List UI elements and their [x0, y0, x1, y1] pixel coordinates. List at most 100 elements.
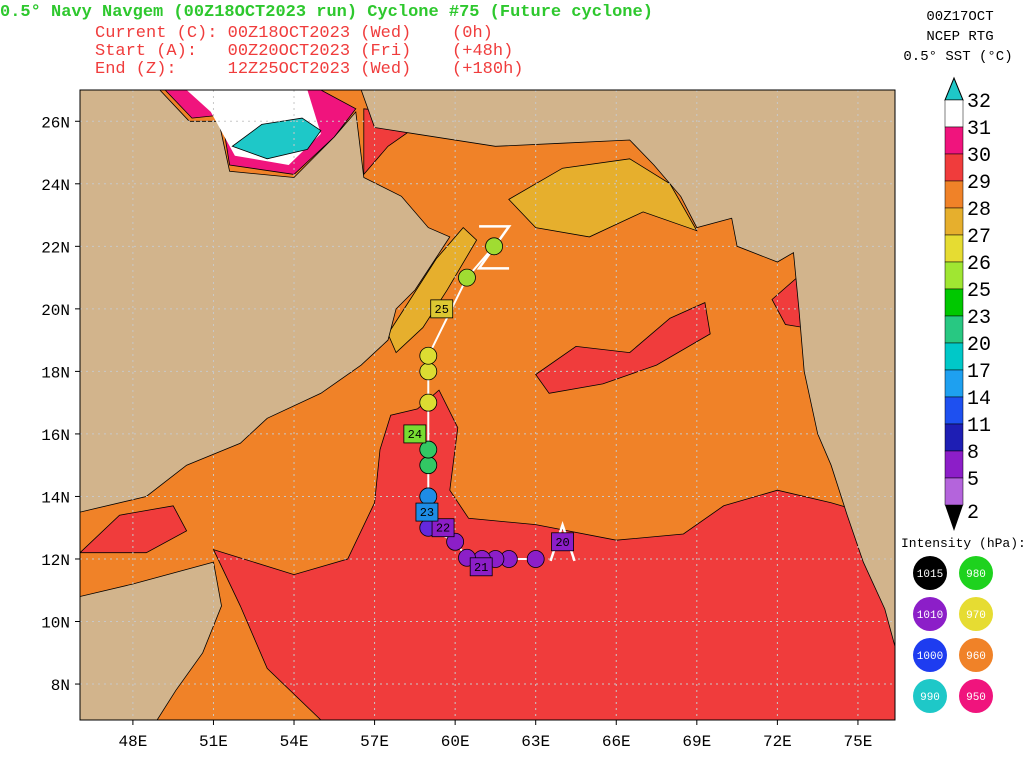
intensity-label: 1015 [917, 569, 943, 581]
cb-band [944, 126, 964, 155]
cb-band [944, 207, 964, 236]
day-box [415, 502, 439, 522]
intensity-title: Intensity (hPa): [901, 536, 1024, 551]
day-box [431, 518, 455, 538]
colorbar: 32 31 30 29 28 27 26 25 23 20 17 14 11 8 5 2 [944, 76, 991, 531]
track-point [485, 237, 503, 256]
cb-band [944, 288, 964, 317]
y-tick-label: 10N [41, 615, 70, 633]
sst-info: 0.5° SST (°C) [903, 49, 1012, 65]
y-tick-label: 14N [41, 489, 70, 507]
cb-band [944, 450, 964, 479]
cb-band [944, 99, 964, 128]
header-line: Start (A): 00Z20OCT2023 (Fri) (+48h) [95, 42, 513, 61]
intensity-swatch [959, 638, 993, 672]
x-tick-label: 51E [199, 733, 228, 751]
intensity-swatch [913, 597, 947, 631]
intensity-swatch [913, 679, 947, 713]
y-tick-label: 24N [41, 177, 70, 195]
intensity-legend: 1015 980 1010 970 1000 960 990 950 [913, 556, 993, 713]
x-tick-label: 54E [280, 733, 309, 751]
track-point [458, 268, 476, 287]
cb-label: 25 [967, 280, 991, 303]
cb-band [944, 342, 964, 371]
cb-arrow-bottom [945, 505, 963, 531]
cb-band [944, 153, 964, 182]
y-tick-label: 26N [41, 114, 70, 132]
cb-label: 20 [967, 334, 991, 357]
track-point [419, 487, 438, 506]
cb-label: 27 [967, 226, 991, 249]
day-label: 20 [555, 536, 569, 550]
cb-label: 17 [967, 361, 991, 384]
intensity-label: 990 [920, 692, 940, 704]
track-point [419, 440, 438, 459]
gulf-water [231, 117, 322, 160]
cb-label: 23 [967, 307, 991, 330]
x-tick-label: 60E [441, 733, 470, 751]
cb-label: 2 [967, 502, 979, 525]
track-point [446, 532, 465, 551]
x-tick-label: 72E [763, 733, 792, 751]
y-tick-label: 12N [41, 552, 70, 570]
x-tick-label: 66E [602, 733, 631, 751]
y-tick-label: 8N [51, 677, 70, 695]
cb-label: 14 [967, 388, 991, 411]
track-point [419, 362, 438, 381]
cb-label: 32 [967, 91, 991, 114]
intensity-label: 960 [966, 651, 986, 663]
day-label: 24 [408, 428, 422, 442]
cb-band [944, 396, 964, 425]
day-label: 25 [435, 303, 449, 317]
header-line: End (Z): 12Z25OCT2023 (Wed) (+180h) [95, 60, 523, 79]
frame [79, 89, 896, 721]
sst-region [387, 227, 478, 354]
title: 0.5° Navy Navgem (00Z18OCT2023 run) Cycl… [0, 3, 653, 22]
intensity-swatch [913, 638, 947, 672]
x-tick-label: 48E [118, 733, 147, 751]
cb-label: 11 [967, 415, 991, 438]
cb-band [944, 423, 964, 452]
cb-label: 30 [967, 145, 991, 168]
cb-label: 5 [967, 469, 979, 492]
sst-region [535, 302, 711, 394]
track-point [419, 456, 438, 475]
y-tick-label: 18N [41, 364, 70, 382]
cb-band [944, 477, 964, 506]
y-tick-label: 20N [41, 302, 70, 320]
day-label: 22 [436, 522, 450, 536]
sst-region [508, 158, 698, 238]
cb-band [944, 180, 964, 209]
cb-band [944, 369, 964, 398]
intensity-label: 980 [966, 569, 986, 581]
cb-band [944, 234, 964, 263]
x-tick-label: 75E [844, 733, 873, 751]
x-tick-label: 57E [360, 733, 389, 751]
track-point [419, 346, 438, 365]
cb-label: 28 [967, 199, 991, 222]
y-tick-label: 16N [41, 427, 70, 445]
intensity-swatch [959, 597, 993, 631]
day-label: 21 [474, 561, 488, 575]
cb-band [944, 261, 964, 290]
sst-info: NCEP RTG [926, 29, 993, 45]
day-box [551, 532, 574, 552]
day-box [403, 424, 427, 444]
cb-label: 31 [967, 118, 991, 141]
sst-region [212, 389, 895, 720]
track-point [419, 393, 438, 412]
intensity-label: 970 [966, 610, 986, 622]
sst-info: 00Z17OCT [926, 9, 993, 25]
cb-band [944, 315, 964, 344]
intensity-swatch [913, 556, 947, 590]
intensity-swatch [959, 556, 993, 590]
intensity-label: 1000 [917, 651, 943, 663]
day-label: 23 [420, 506, 434, 520]
header-line: Current (C): 00Z18OCT2023 (Wed) (0h) [95, 24, 493, 43]
x-tick-label: 69E [682, 733, 711, 751]
x-tick-label: 63E [521, 733, 550, 751]
land [80, 561, 222, 720]
